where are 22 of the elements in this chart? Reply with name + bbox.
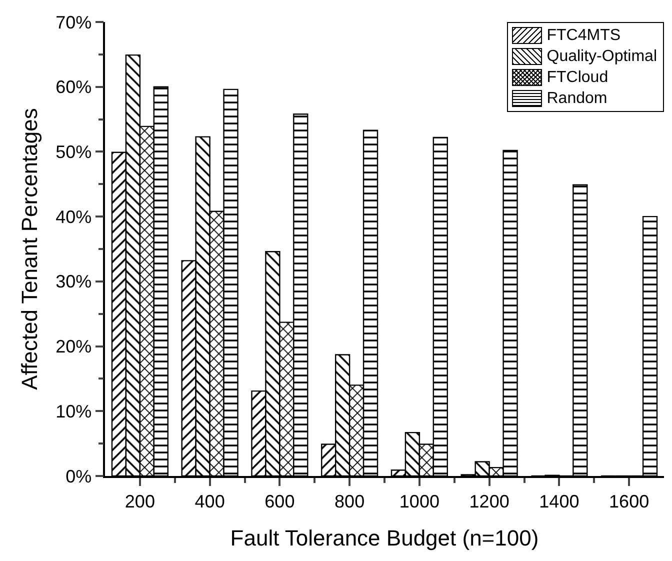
x-tick-label: 1000 — [399, 491, 440, 512]
x-tick-label: 1200 — [469, 491, 510, 512]
legend-label: Quality-Optimal — [546, 47, 657, 67]
legend-label: FTC4MTS — [546, 26, 621, 46]
y-tick-label: 10% — [56, 401, 92, 422]
y-tick-label: 0% — [66, 466, 92, 486]
x-tick-label: 800 — [334, 491, 365, 512]
y-tick-label: 40% — [56, 206, 92, 227]
legend-label: Random — [546, 89, 608, 109]
x-tick-label: 600 — [264, 491, 295, 512]
x-tick-label: 1400 — [539, 491, 580, 512]
y-tick-label: 60% — [56, 77, 92, 98]
y-tick-label: 30% — [56, 272, 92, 292]
y-tick-label: 20% — [56, 336, 92, 357]
y-axis-title: Affected Tenant Percentages — [16, 108, 42, 390]
x-tick-label: 200 — [124, 491, 155, 512]
x-tick-label: 1600 — [609, 491, 650, 512]
x-tick-label: 400 — [194, 491, 225, 512]
y-tick-label: 50% — [56, 142, 92, 162]
y-tick-label: 70% — [56, 12, 92, 32]
legend-label: FTCloud — [546, 68, 608, 88]
x-axis-title: Fault Tolerance Budget (n=100) — [230, 526, 539, 551]
